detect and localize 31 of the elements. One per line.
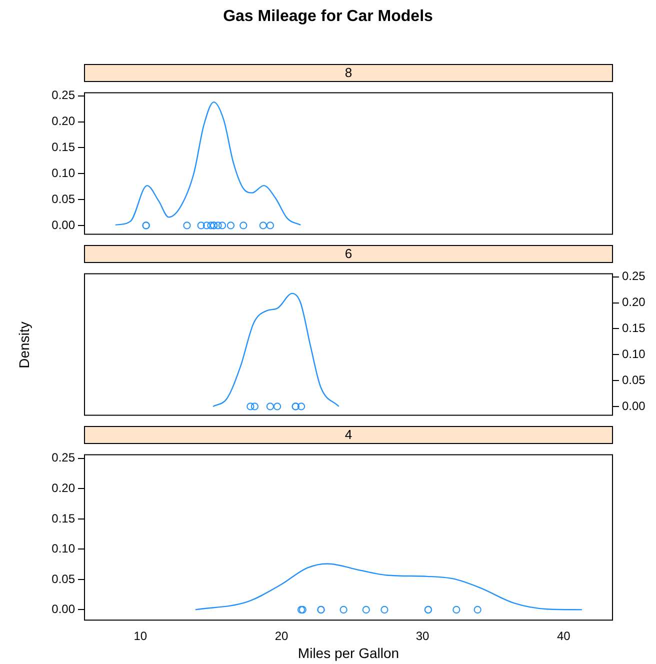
y-tick-label: 0.10 [622, 346, 646, 361]
y-tick-label: 0.10 [52, 166, 76, 180]
chart-subtitle: 8 [84, 64, 613, 82]
y-tick-label: 0.00 [622, 398, 646, 413]
y-tick-label: 0.15 [52, 511, 76, 526]
y-tick-label: 0.00 [52, 602, 76, 616]
x-tick-label: 10 [134, 629, 148, 644]
line-series [212, 292, 340, 408]
x-tick-label: 30 [416, 629, 430, 644]
chart-title: Gas Mileage for Car Models [222, 8, 434, 26]
y-tick-label: 0.15 [622, 320, 646, 335]
y-tick-label: 0.05 [52, 572, 76, 586]
y-tick-label: 0.25 [622, 269, 646, 284]
y-tick-label: 0.20 [52, 114, 76, 128]
x-tick-label: 20 [274, 629, 288, 644]
line-series [194, 563, 583, 610]
y-tick-label: 0.00 [52, 218, 76, 232]
line-series [114, 101, 302, 226]
chart-subtitle: 4 [84, 426, 613, 444]
x-tick-label: 40 [556, 629, 571, 644]
y-tick-label: 0.05 [52, 192, 76, 206]
y-axis-title: Density [16, 321, 32, 368]
x-axis-title: Miles per Gallon [296, 645, 400, 661]
y-tick-label: 0.25 [52, 88, 76, 102]
y-tick-label: 0.20 [52, 481, 76, 496]
chart-subtitle: 6 [84, 245, 613, 263]
y-tick-label: 0.05 [622, 372, 646, 387]
y-tick-label: 0.15 [52, 140, 76, 154]
y-tick-label: 0.25 [52, 450, 76, 465]
y-tick-label: 0.20 [622, 295, 646, 310]
y-tick-label: 0.10 [52, 542, 76, 556]
